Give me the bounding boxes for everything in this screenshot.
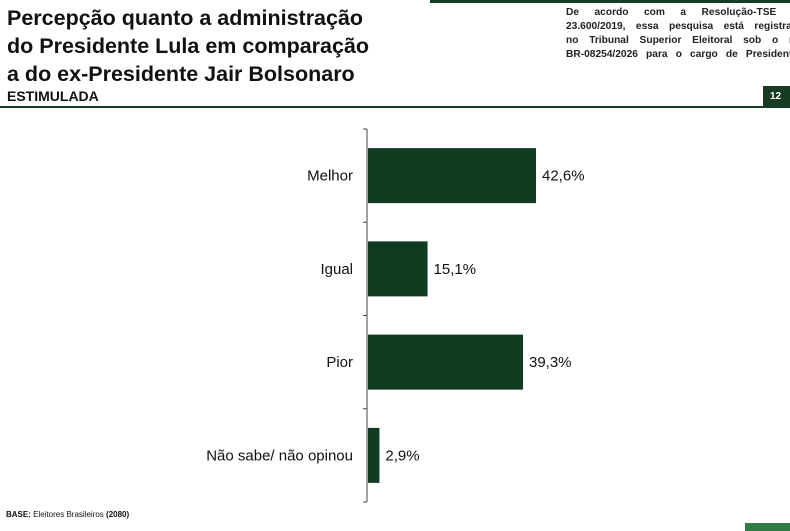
legal-line-3: no Tribunal Superior Eleitoral sob o n. bbox=[566, 35, 790, 46]
bar-0 bbox=[368, 148, 536, 204]
title-line-2: do Presidente Lula em comparação bbox=[7, 34, 370, 58]
category-label: Igual bbox=[320, 261, 353, 278]
value-label: 42,6% bbox=[542, 168, 585, 185]
bottom-accent-bar bbox=[745, 523, 790, 531]
base-text: Eleitores Brasileiros bbox=[30, 510, 107, 519]
chart-axis bbox=[363, 128, 368, 503]
legal-line-2: 23.600/2019, essa pesquisa está registra… bbox=[566, 21, 790, 32]
base-label: BASE: bbox=[6, 510, 31, 519]
chart-bars: Melhor 42,6% Igual 15,1% Pior 39,3% Não sabe/ … bbox=[206, 148, 585, 483]
category-label: Melhor bbox=[307, 168, 353, 185]
base-count: (2080) bbox=[106, 510, 130, 519]
bar-1 bbox=[368, 241, 428, 297]
title-line-1: Percepção quanto a administração bbox=[7, 6, 364, 30]
base-note: BASE: Eleitores Brasileiros (2080) bbox=[6, 510, 129, 519]
value-label: 15,1% bbox=[434, 261, 477, 278]
category-label: Não sabe/ não opinou bbox=[206, 447, 353, 464]
page-number-badge: 12 bbox=[763, 86, 790, 107]
top-accent-bar bbox=[430, 0, 790, 3]
header-divider bbox=[0, 106, 790, 108]
page-title: Percepção quanto a administração do Pres… bbox=[7, 4, 427, 88]
category-label: Pior bbox=[326, 354, 353, 371]
value-label: 2,9% bbox=[385, 447, 419, 464]
legal-line-4: BR-08254/2026 para o cargo de Presidente bbox=[566, 49, 790, 60]
value-label: 39,3% bbox=[529, 354, 572, 371]
legal-notice: De acordo com a Resolução-TSE n 23.600/2… bbox=[566, 6, 790, 62]
title-line-3: a do ex-Presidente Jair Bolsonaro bbox=[7, 62, 355, 86]
bar-2 bbox=[368, 334, 523, 390]
bar-3 bbox=[368, 427, 380, 483]
chart-subtitle: ESTIMULADA bbox=[7, 88, 99, 104]
legal-line-1: De acordo com a Resolução-TSE n bbox=[566, 7, 790, 18]
